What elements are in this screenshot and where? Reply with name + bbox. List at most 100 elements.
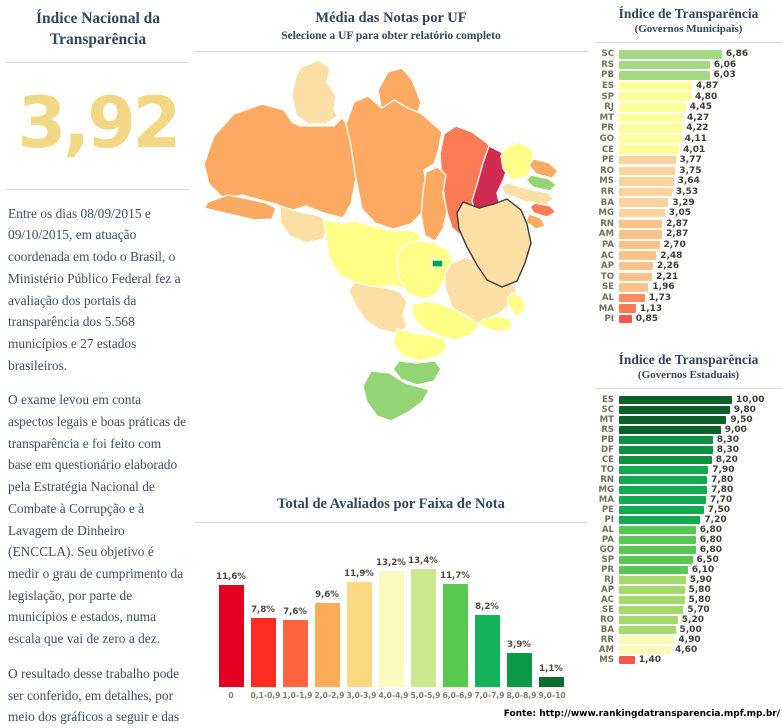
percent-label: 7,6% bbox=[283, 607, 307, 618]
estadual-bar-PR[interactable] bbox=[619, 566, 688, 574]
state-RR[interactable] bbox=[291, 59, 339, 125]
estadual-bar-DF[interactable] bbox=[619, 446, 713, 454]
histogram-bar-2,0-2,9[interactable] bbox=[314, 602, 340, 687]
estadual-bar-AP[interactable] bbox=[619, 586, 685, 594]
uf-label: ES bbox=[601, 81, 614, 92]
estadual-bar-RJ[interactable] bbox=[619, 576, 686, 584]
municipal-bar-MS[interactable] bbox=[619, 177, 674, 186]
estadual-bar-RS[interactable] bbox=[619, 426, 721, 434]
municipal-bar-AL[interactable] bbox=[619, 293, 645, 303]
state-DF[interactable] bbox=[431, 259, 444, 268]
estadual-bar-CE[interactable] bbox=[619, 456, 712, 464]
municipal-bar-row: GO 4,11 bbox=[595, 134, 782, 145]
state-RN[interactable] bbox=[528, 158, 559, 179]
histogram-bar-3,0-3,9[interactable] bbox=[346, 582, 372, 687]
estadual-bar-MT[interactable] bbox=[619, 416, 727, 424]
municipal-bar-AP[interactable] bbox=[619, 261, 653, 271]
state-PB[interactable] bbox=[525, 174, 557, 192]
municipal-bar-RR[interactable] bbox=[619, 187, 672, 197]
municipal-bar-PR[interactable] bbox=[619, 124, 683, 133]
estadual-bar-SP[interactable] bbox=[619, 556, 693, 564]
estadual-bar-AM[interactable] bbox=[619, 646, 671, 654]
histogram-bar-6,0-6,9[interactable] bbox=[442, 584, 468, 687]
municipal-bar-CE[interactable] bbox=[619, 145, 680, 154]
state-SC[interactable] bbox=[392, 360, 442, 386]
estadual-bar-ES[interactable] bbox=[619, 396, 732, 404]
estadual-bar-row: MT 9,50 bbox=[595, 415, 782, 425]
x-axis-label: 4,0-4,9 bbox=[378, 691, 409, 700]
municipal-bar-AM[interactable] bbox=[619, 230, 663, 239]
municipal-bar-RO[interactable] bbox=[619, 166, 676, 176]
state-MS[interactable] bbox=[348, 281, 408, 334]
municipal-bar-RN[interactable] bbox=[619, 219, 663, 229]
state-PA[interactable] bbox=[345, 95, 443, 230]
brazil-map-svg bbox=[203, 59, 559, 422]
municipal-bar-AC[interactable] bbox=[619, 251, 657, 260]
state-AC[interactable] bbox=[203, 194, 277, 221]
estadual-bar-AL[interactable] bbox=[619, 526, 696, 534]
estadual-bar-TO[interactable] bbox=[619, 466, 709, 474]
state-TO[interactable] bbox=[420, 166, 448, 242]
uf-label: AP bbox=[601, 261, 614, 272]
municipal-bar-GO[interactable] bbox=[619, 134, 681, 144]
value-label: 4,01 bbox=[683, 144, 706, 155]
page-title: Índice Nacional da Transparência bbox=[35, 10, 160, 49]
municipal-bar-ES[interactable] bbox=[619, 81, 692, 91]
state-RJ[interactable] bbox=[478, 315, 514, 333]
estadual-bar-PB[interactable] bbox=[619, 436, 713, 444]
municipal-bar-TO[interactable] bbox=[619, 272, 653, 282]
estadual-bar-PI[interactable] bbox=[619, 516, 701, 524]
state-BA[interactable] bbox=[456, 198, 532, 288]
estadual-bar-MA[interactable] bbox=[619, 496, 706, 504]
municipal-bar-PE[interactable] bbox=[619, 155, 676, 165]
municipal-bar-RS[interactable] bbox=[619, 60, 710, 70]
municipal-bar-SE[interactable] bbox=[619, 283, 649, 292]
state-RS[interactable] bbox=[362, 370, 430, 422]
value-label: 5,70 bbox=[687, 605, 710, 615]
estadual-bar-RN[interactable] bbox=[619, 476, 708, 484]
estadual-bar-MG[interactable] bbox=[619, 486, 708, 494]
state-GO[interactable] bbox=[396, 240, 454, 300]
estadual-bar-row: CE 8,20 bbox=[595, 455, 782, 465]
estadual-bar-MS[interactable] bbox=[619, 656, 635, 664]
state-ES[interactable] bbox=[506, 292, 527, 317]
municipal-bar-SP[interactable] bbox=[619, 92, 691, 101]
estadual-bar-BA[interactable] bbox=[619, 626, 676, 634]
uf-label: MG bbox=[598, 485, 614, 495]
municipal-bar-MG[interactable] bbox=[619, 208, 665, 218]
state-SP[interactable] bbox=[411, 300, 480, 341]
histogram-bar-9,0-10[interactable] bbox=[538, 677, 564, 687]
value-label: 7,90 bbox=[712, 465, 735, 475]
value-label: 2,21 bbox=[656, 271, 679, 282]
estadual-bar-AC[interactable] bbox=[619, 596, 685, 604]
estadual-bar-RR[interactable] bbox=[619, 636, 675, 644]
estadual-bar-PE[interactable] bbox=[619, 506, 704, 514]
histogram-bar-8,0-8,9[interactable] bbox=[506, 652, 532, 687]
histogram-bar-7,0-7,9[interactable] bbox=[474, 614, 500, 687]
municipal-bar-SC[interactable] bbox=[619, 50, 722, 59]
uf-label: PR bbox=[601, 565, 614, 575]
state-SE[interactable] bbox=[525, 213, 546, 230]
histogram-bar-0,1-0,9[interactable] bbox=[250, 618, 276, 687]
estadual-bar-SC[interactable] bbox=[619, 406, 730, 414]
municipal-bar-BA[interactable] bbox=[619, 198, 669, 207]
municipal-bar-PI[interactable] bbox=[619, 314, 632, 324]
state-PR[interactable] bbox=[392, 328, 449, 362]
histogram-bar-4,0-4,9[interactable] bbox=[378, 570, 404, 687]
estadual-bar-RO[interactable] bbox=[619, 616, 678, 624]
municipal-bar-PB[interactable] bbox=[619, 71, 710, 80]
histogram-bar-1,0-1,9[interactable] bbox=[282, 620, 308, 687]
estadual-bar-PA[interactable] bbox=[619, 536, 696, 544]
state-RO[interactable] bbox=[279, 205, 329, 244]
histogram-bar-5,0-5,9[interactable] bbox=[410, 569, 436, 687]
uf-label: SE bbox=[601, 605, 614, 615]
state-AL[interactable] bbox=[529, 202, 557, 218]
state-CE[interactable] bbox=[500, 141, 535, 181]
estadual-bar-GO[interactable] bbox=[619, 546, 696, 554]
municipal-bar-PA[interactable] bbox=[619, 240, 660, 250]
municipal-bar-MT[interactable] bbox=[619, 113, 683, 123]
estadual-bar-SE[interactable] bbox=[619, 606, 684, 614]
municipal-bar-RJ[interactable] bbox=[619, 103, 686, 112]
histogram-bar-0[interactable] bbox=[218, 584, 244, 687]
municipal-bar-MA[interactable] bbox=[619, 304, 636, 313]
